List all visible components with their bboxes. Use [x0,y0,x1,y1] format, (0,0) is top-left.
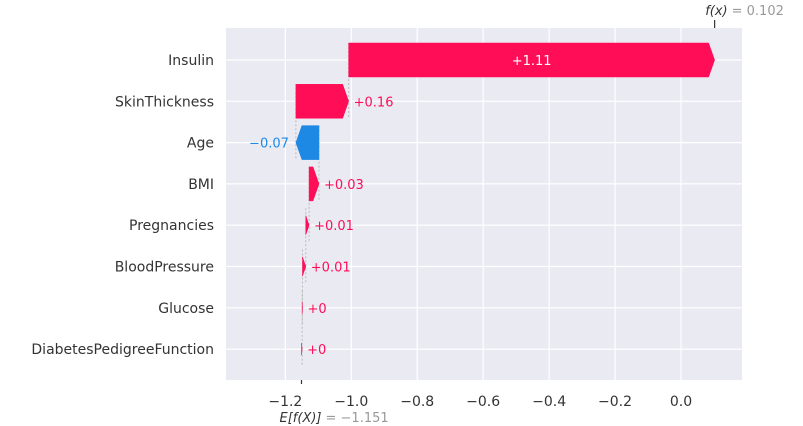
base-value-label: E[f(X)] [280,411,322,426]
base-value-text: = −1.151 [326,411,389,426]
x-axis-ticks: −1.2 −1.0 −0.8 −0.6 −0.4 −0.2 0.0 [268,394,692,410]
x-tick-label: −0.2 [598,394,632,410]
output-value-text: = 0.102 [732,4,784,19]
feature-name: Age [187,136,214,152]
value-label: +1.11 [512,54,552,69]
waterfall-bar [302,256,307,277]
output-value-label: f(x) [705,4,727,19]
x-tick-label: −0.6 [466,394,500,410]
feature-name: Insulin [168,53,214,69]
feature-name: BloodPressure [115,260,214,276]
waterfall-bar [295,125,320,160]
x-tick-label: 0.0 [670,394,692,410]
value-label: +0 [307,302,326,317]
waterfall-bar [308,166,320,202]
feature-name: Pregnancies [129,218,214,234]
value-label: +0.03 [324,178,364,193]
x-tick-label: −0.8 [400,394,434,410]
waterfall-bar [301,343,303,356]
value-label: +0.16 [354,95,394,110]
feature-labels: Insulin SkinThickness Age BMI Pregnancies Blo… [31,53,214,358]
plot-background [226,28,742,380]
value-labels: +1.11 +0.16 −0.07 +0.03 +0.01 +0.01 +0 +0 [249,54,552,358]
value-label: +0.01 [311,261,351,276]
x-tick-label: −0.4 [532,394,566,410]
value-label: +0 [307,343,326,358]
x-tick-label: −1.2 [268,394,302,410]
bars [295,42,715,356]
x-tick-label: −1.0 [334,394,368,410]
feature-name: DiabetesPedigreeFunction [31,342,214,358]
waterfall-bar [348,42,715,78]
feature-name: BMI [188,177,214,193]
waterfall-bar [295,84,349,119]
feature-name: SkinThickness [115,94,214,110]
waterfall-bar [305,215,310,235]
value-label: +0.01 [314,219,354,234]
value-label: −0.07 [249,137,289,152]
feature-name: Glucose [158,301,214,317]
